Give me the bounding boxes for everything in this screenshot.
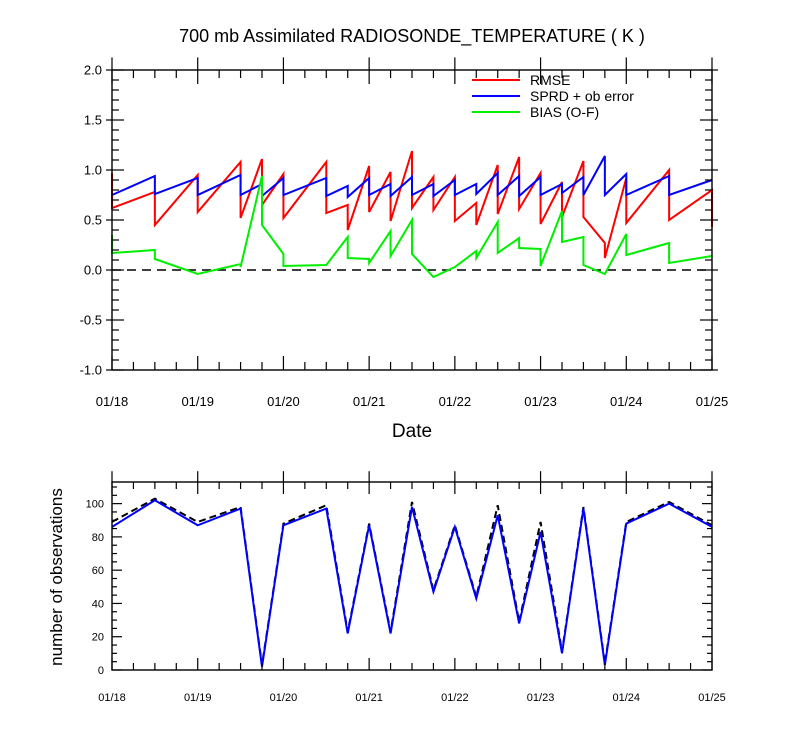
x-tick-label: 01/22 bbox=[441, 692, 469, 704]
chart-title: 700 mb Assimilated RADIOSONDE_TEMPERATUR… bbox=[179, 26, 645, 47]
y-tick-label: -0.5 bbox=[80, 313, 102, 328]
x-tick-label: 01/19 bbox=[181, 394, 214, 409]
x-tick-label: 01/19 bbox=[184, 692, 212, 704]
x-tick-label: 01/25 bbox=[696, 394, 729, 409]
series-line-bias-o-f bbox=[111, 175, 713, 279]
y-tick-label: 2.0 bbox=[84, 63, 102, 78]
x-tick-label: 01/24 bbox=[613, 692, 641, 704]
y-tick-label: 1.5 bbox=[84, 113, 102, 128]
x-tick-label: 01/20 bbox=[267, 394, 300, 409]
bottom-y-axis-label: number of observations bbox=[47, 488, 66, 666]
legend-label: BIAS (O-F) bbox=[530, 104, 599, 120]
x-tick-label: 01/22 bbox=[439, 394, 472, 409]
x-tick-label: 01/21 bbox=[353, 394, 386, 409]
top-x-axis-label: Date bbox=[392, 421, 432, 442]
x-tick-label: 01/25 bbox=[698, 692, 726, 704]
y-tick-label: 0 bbox=[98, 665, 104, 677]
top-plot: 01/18 01/19 01/20 01/21 01/22 01/23 01/24 01/25… bbox=[80, 57, 729, 409]
y-tick-label: 0.5 bbox=[84, 213, 102, 228]
x-tick-label: 01/18 bbox=[98, 692, 126, 704]
x-tick-label: 01/23 bbox=[524, 394, 557, 409]
x-tick-label: 01/24 bbox=[610, 394, 643, 409]
y-tick-label: 20 bbox=[92, 632, 104, 644]
x-tick-label: 01/20 bbox=[270, 692, 298, 704]
bottom-plot: 01/18 01/19 01/20 01/21 01/22 01/23 01/24 01/25… bbox=[86, 471, 726, 704]
x-tick-label: 01/23 bbox=[527, 692, 555, 704]
x-tick-label: 01/18 bbox=[96, 394, 129, 409]
y-tick-label: 40 bbox=[92, 598, 104, 610]
y-tick-label: 60 bbox=[92, 565, 104, 577]
y-tick-label: -1.0 bbox=[80, 363, 102, 378]
x-tick-label: 01/21 bbox=[355, 692, 383, 704]
y-tick-label: 100 bbox=[86, 499, 104, 511]
legend-label: RMSE bbox=[530, 72, 570, 88]
y-tick-label: 0.0 bbox=[84, 263, 102, 278]
series-line-1 bbox=[111, 499, 713, 667]
legend-label: SPRD + ob error bbox=[530, 88, 634, 104]
y-tick-label: 1.0 bbox=[84, 163, 102, 178]
y-tick-label: 80 bbox=[92, 532, 104, 544]
